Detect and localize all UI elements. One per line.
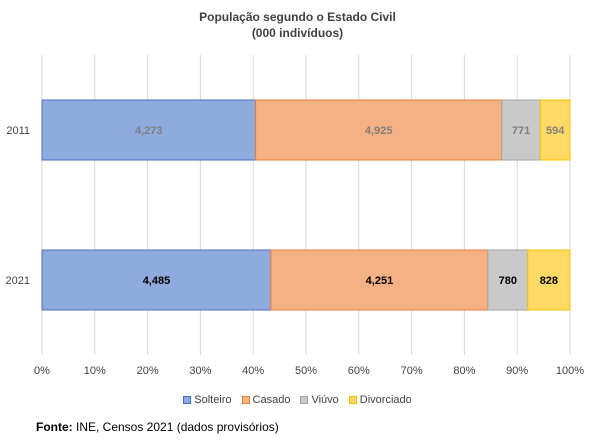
legend-swatch xyxy=(241,396,250,404)
data-label: 4,273 xyxy=(135,125,163,137)
source-text: INE, Censos 2021 (dados provisórios) xyxy=(72,420,279,434)
legend-swatch xyxy=(300,396,309,404)
x-tick-label: 80% xyxy=(453,365,475,377)
x-tick-label: 30% xyxy=(189,365,211,377)
data-label: 4,251 xyxy=(366,275,394,287)
legend-label: Solteiro xyxy=(194,394,232,406)
legend-label: Divorciado xyxy=(359,394,412,406)
legend-item: Viúvo xyxy=(300,394,339,406)
legend-item: Divorciado xyxy=(348,394,412,406)
bar-solteiro xyxy=(41,249,272,311)
bar-solteiro xyxy=(41,99,257,161)
data-label: 594 xyxy=(546,125,565,137)
category-label: 2011 xyxy=(6,125,30,137)
data-label: 4,485 xyxy=(143,275,171,287)
legend-item: Casado xyxy=(241,394,291,406)
chart-legend: Solteiro Casado Viúvo Divorciado xyxy=(0,394,595,406)
x-tick-label: 90% xyxy=(506,365,528,377)
bar-viúvo xyxy=(501,99,541,161)
legend-label: Viúvo xyxy=(311,394,339,406)
category-label: 2021 xyxy=(6,275,30,287)
legend-swatch xyxy=(183,396,192,404)
chart-subtitle-line: (000 indivíduos) xyxy=(251,26,344,40)
data-label: 828 xyxy=(540,275,558,287)
bar-viúvo xyxy=(487,249,529,311)
chart-title-line: População segundo o Estado Civil xyxy=(199,10,396,24)
x-tick-label: 10% xyxy=(84,365,106,377)
source-label: Fonte: xyxy=(36,420,73,434)
data-label: 4,925 xyxy=(365,125,393,137)
bar-casado xyxy=(255,99,503,161)
x-tick-label: 20% xyxy=(137,365,159,377)
source-note: Fonte: INE, Censos 2021 (dados provisóri… xyxy=(36,420,279,434)
legend-swatch xyxy=(348,396,357,404)
legend-label: Casado xyxy=(252,394,291,406)
chart-title: População segundo o Estado Civil (000 in… xyxy=(0,9,595,41)
bar-divorciado xyxy=(527,249,571,311)
x-tick-label: 50% xyxy=(295,365,317,377)
x-tick-label: 0% xyxy=(34,365,50,377)
data-label: 780 xyxy=(499,275,517,287)
x-tick-label: 40% xyxy=(242,365,264,377)
legend-item: Solteiro xyxy=(183,394,232,406)
bar-divorciado xyxy=(539,99,571,161)
x-tick-label: 70% xyxy=(401,365,423,377)
x-tick-label: 60% xyxy=(348,365,370,377)
data-label: 771 xyxy=(512,125,530,137)
bar-casado xyxy=(270,249,489,311)
x-tick-label: 100% xyxy=(556,365,584,377)
